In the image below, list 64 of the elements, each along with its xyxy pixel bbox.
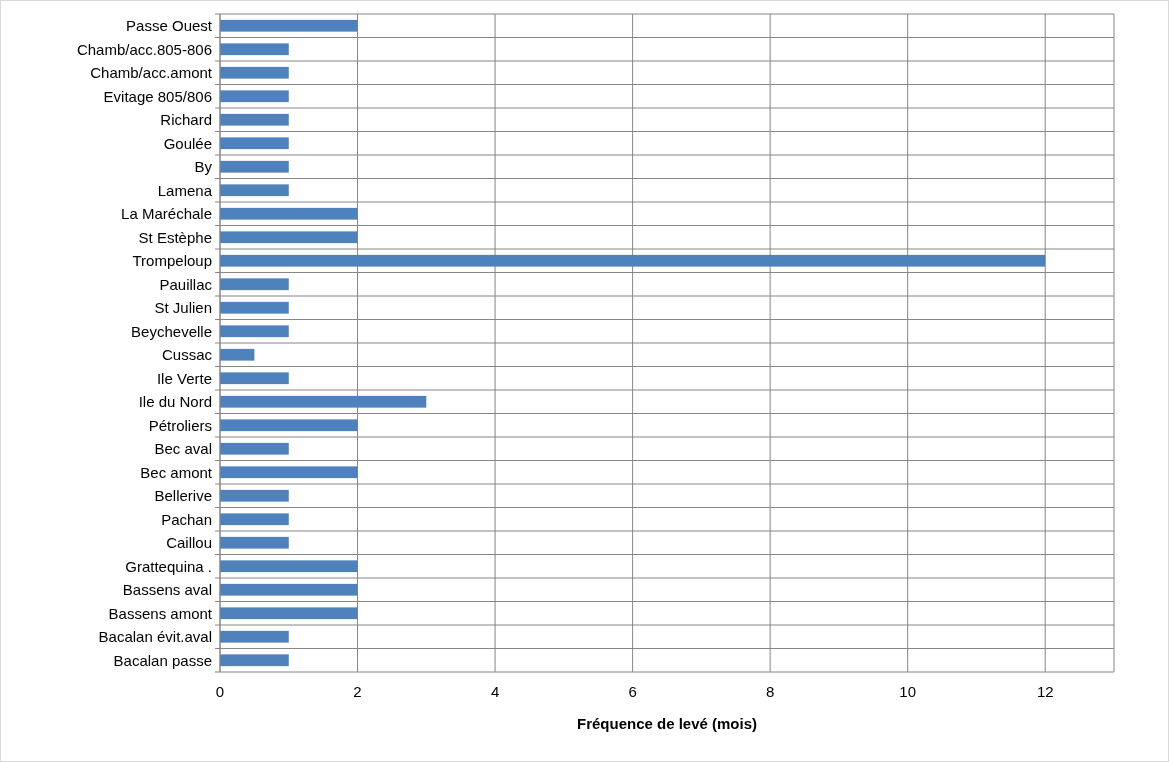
- x-tick-label: 6: [628, 683, 637, 700]
- bar: [220, 207, 358, 220]
- bar: [220, 254, 1046, 267]
- bar: [220, 583, 358, 596]
- y-tick-label: Goulée: [163, 134, 212, 152]
- y-tick-label: Bacalan passe: [113, 651, 212, 669]
- y-tick-label: Pétroliers: [148, 416, 212, 434]
- bar: [220, 301, 289, 314]
- y-tick-label: Chamb/acc.amont: [90, 64, 213, 81]
- bar: [220, 419, 358, 432]
- y-tick-label: Bassens amont: [108, 604, 213, 622]
- x-tick-label: 4: [490, 683, 500, 700]
- bar: [220, 536, 289, 549]
- y-tick-label: Passe Ouest: [126, 17, 213, 34]
- x-tick-label: 8: [765, 683, 775, 700]
- x-tick-label: 10: [899, 683, 917, 700]
- bar: [220, 278, 289, 291]
- x-tick-label: 0: [215, 683, 225, 700]
- bar: [220, 654, 289, 667]
- bar: [220, 466, 358, 479]
- y-tick-label: Lamena: [157, 181, 213, 199]
- bar: [220, 372, 289, 385]
- y-tick-label: Grattequina .: [125, 557, 212, 575]
- y-tick-label: Pachan: [161, 510, 212, 528]
- bar: [220, 607, 358, 620]
- bar: [220, 160, 289, 173]
- bar: [220, 630, 289, 643]
- x-tick-label: 12: [1036, 683, 1054, 700]
- y-tick-label: Bassens aval: [122, 581, 212, 598]
- bar: [220, 66, 289, 79]
- y-tick-label: Ile du Nord: [138, 393, 212, 410]
- y-tick-label: Chamb/acc.805-806: [76, 40, 212, 58]
- x-tick-label: 2: [353, 683, 362, 700]
- y-tick-label: Ile Verte: [156, 369, 212, 387]
- bar: [220, 513, 289, 526]
- y-tick-label: Cussac: [161, 346, 213, 363]
- y-tick-label: By: [194, 158, 213, 175]
- y-tick-label: Richard: [160, 111, 212, 128]
- y-tick-label: Bacalan évit.aval: [98, 628, 212, 645]
- y-tick-label: Bec amont: [140, 463, 213, 481]
- bar: [220, 348, 255, 361]
- bar: [220, 231, 358, 244]
- bar: [220, 489, 289, 502]
- bar: [220, 184, 289, 197]
- y-tick-label: Caillou: [166, 534, 212, 551]
- bar: [220, 90, 289, 103]
- y-tick-label: St Julien: [154, 299, 212, 316]
- y-tick-label: Trompeloup: [132, 252, 212, 269]
- bar: [220, 43, 289, 56]
- bar: [220, 325, 289, 338]
- y-tick-label: St Estèphe: [138, 228, 212, 246]
- bar: [220, 442, 289, 455]
- bar: [220, 113, 289, 126]
- y-tick-label: Bellerive: [154, 487, 212, 504]
- y-tick-label: Beychevelle: [131, 322, 212, 340]
- y-tick-label: Pauillac: [159, 275, 213, 293]
- y-tick-label: Bec aval: [154, 440, 212, 457]
- x-axis-title: Fréquence de levé (mois): [576, 715, 758, 732]
- y-tick-label: La Maréchale: [121, 205, 212, 222]
- bar: [220, 395, 427, 408]
- bar: [220, 560, 358, 573]
- bar: [220, 19, 358, 32]
- bar: [220, 137, 289, 150]
- y-tick-label: Evitage 805/806: [103, 87, 212, 105]
